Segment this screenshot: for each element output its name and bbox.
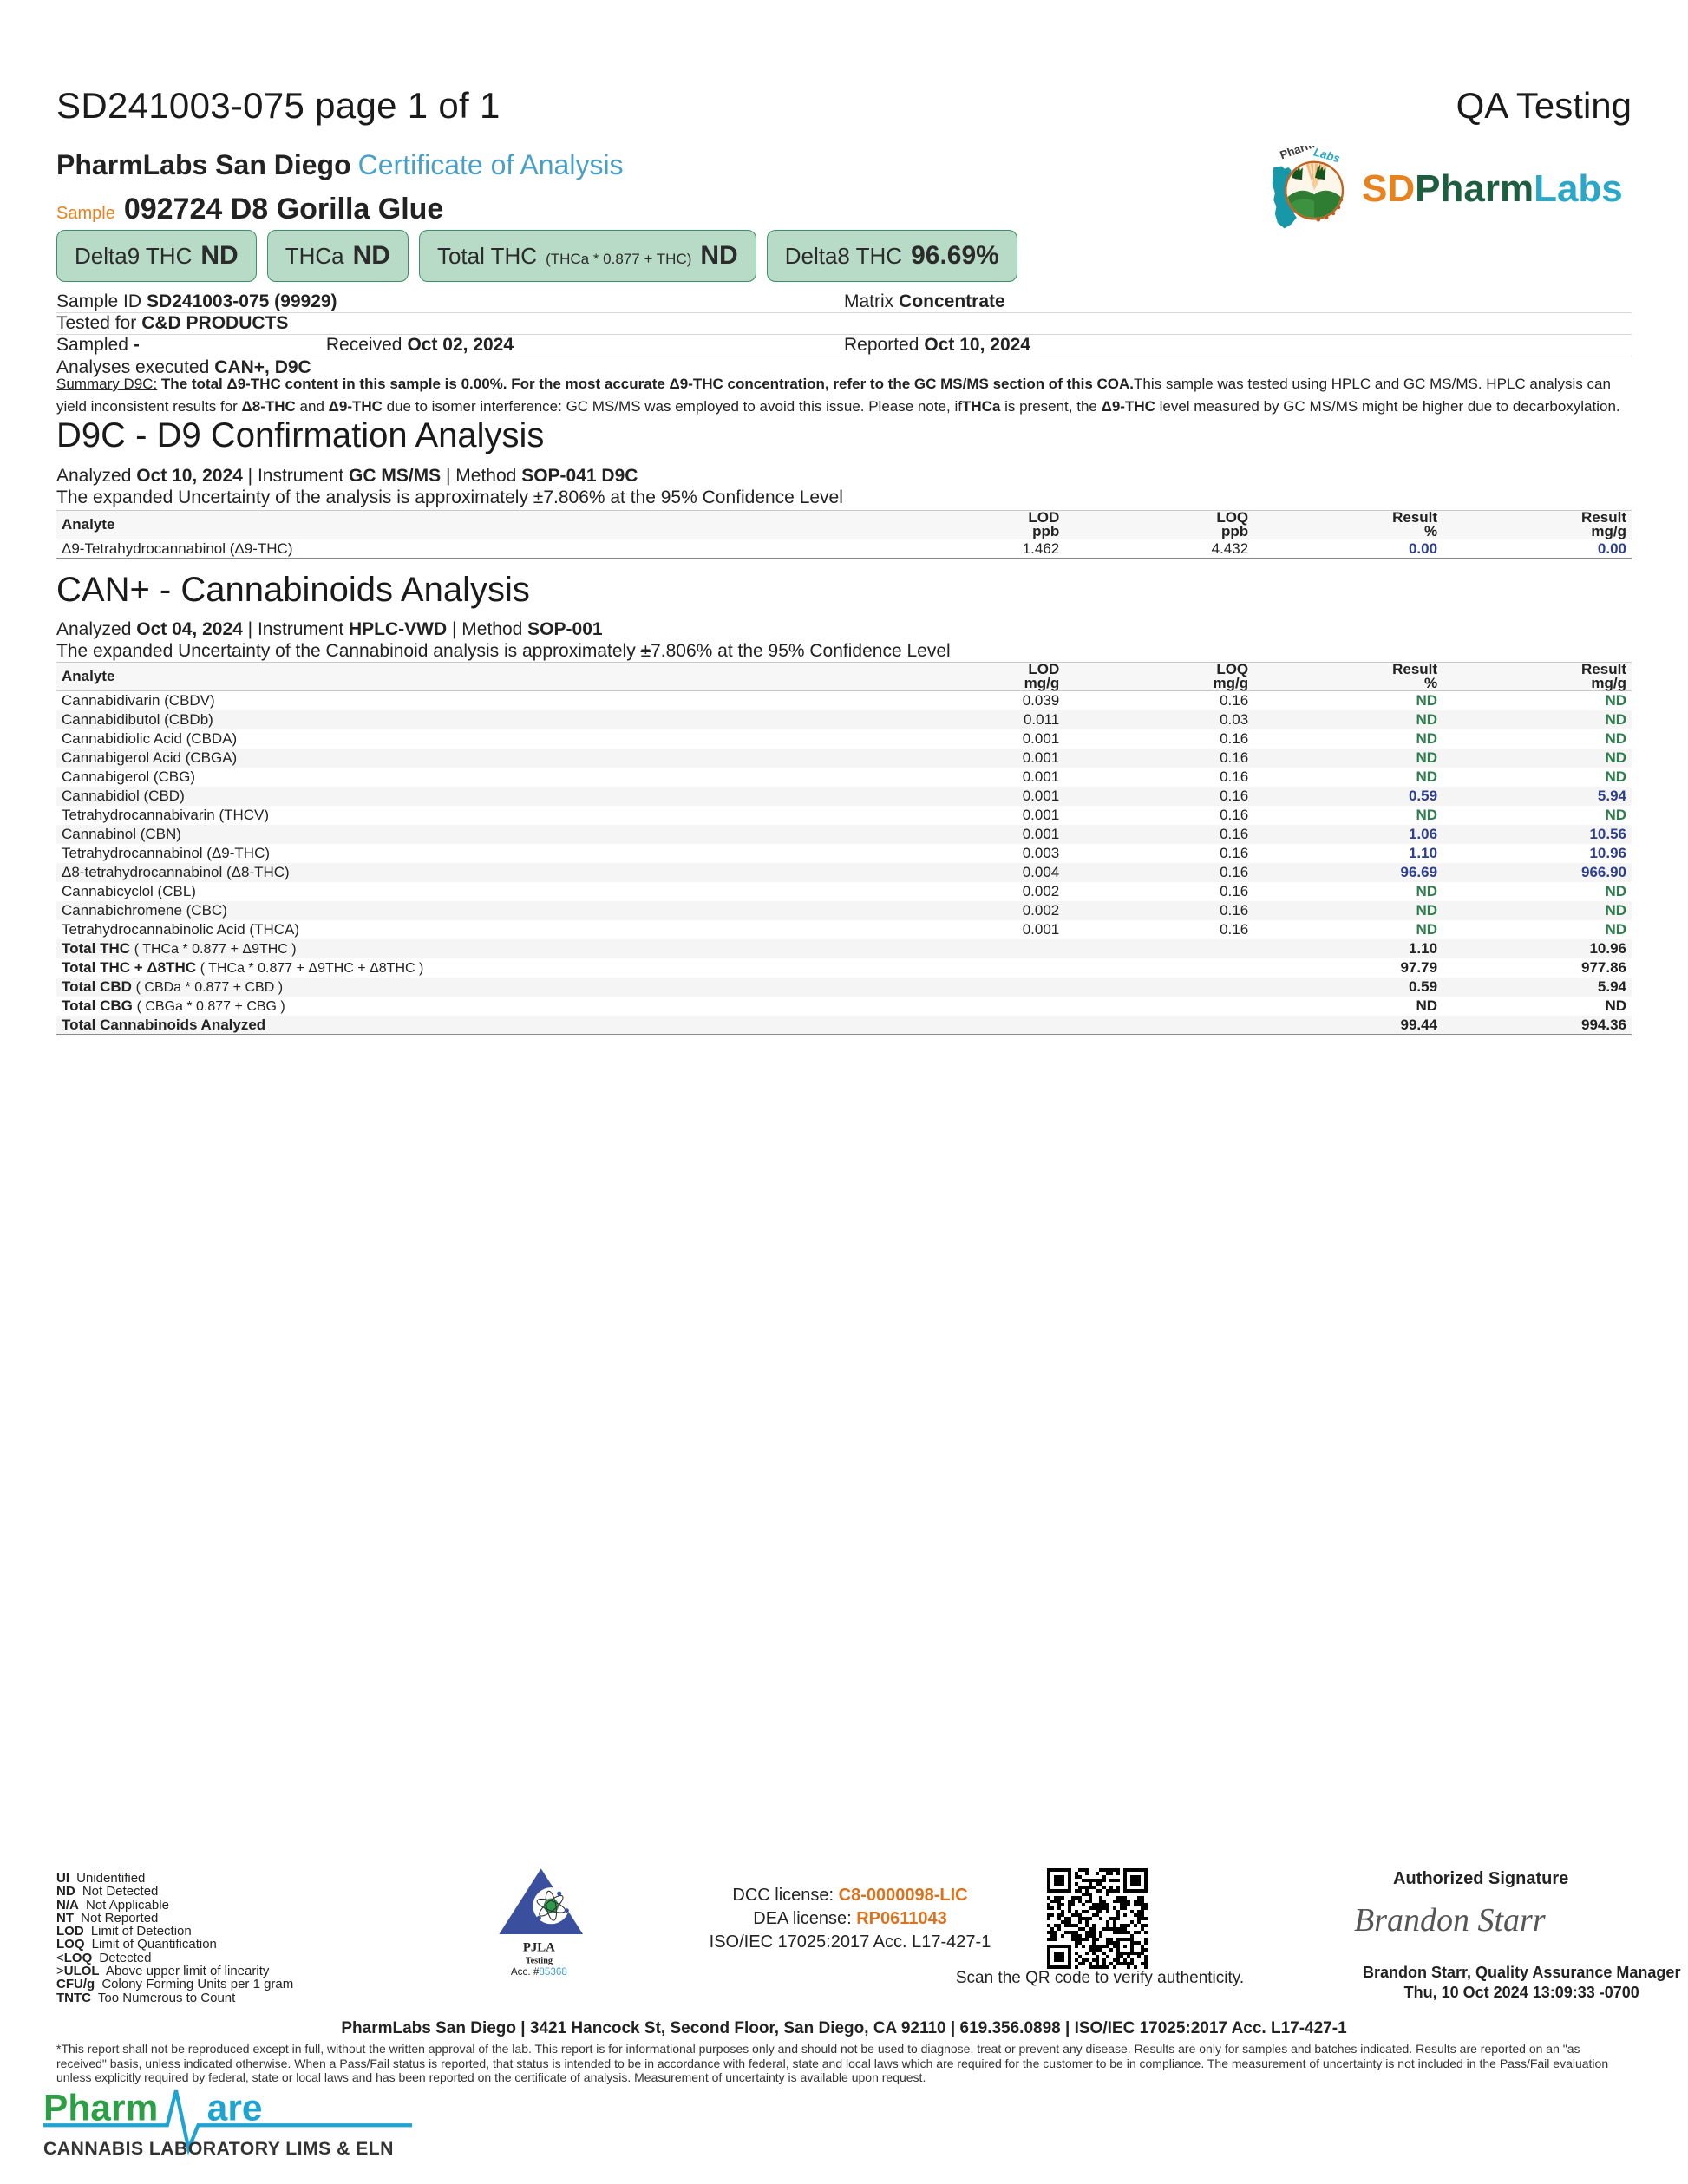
svg-text:Pharm: Pharm: [1279, 146, 1317, 161]
svg-text:Pharm: Pharm: [43, 2088, 158, 2128]
svg-text:Brandon Starr: Brandon Starr: [1354, 1902, 1546, 1939]
svg-text:are: are: [207, 2088, 263, 2128]
svg-text:CANNABIS LABORATORY LIMS & ELN: CANNABIS LABORATORY LIMS & ELN: [43, 2138, 394, 2159]
